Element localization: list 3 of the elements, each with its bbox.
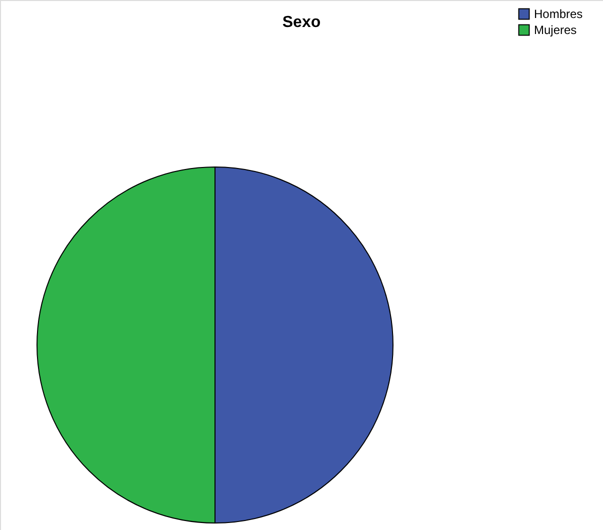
chart-title: Sexo <box>282 14 321 31</box>
legend-label: Hombres <box>534 7 583 21</box>
legend-label: Mujeres <box>534 23 577 37</box>
